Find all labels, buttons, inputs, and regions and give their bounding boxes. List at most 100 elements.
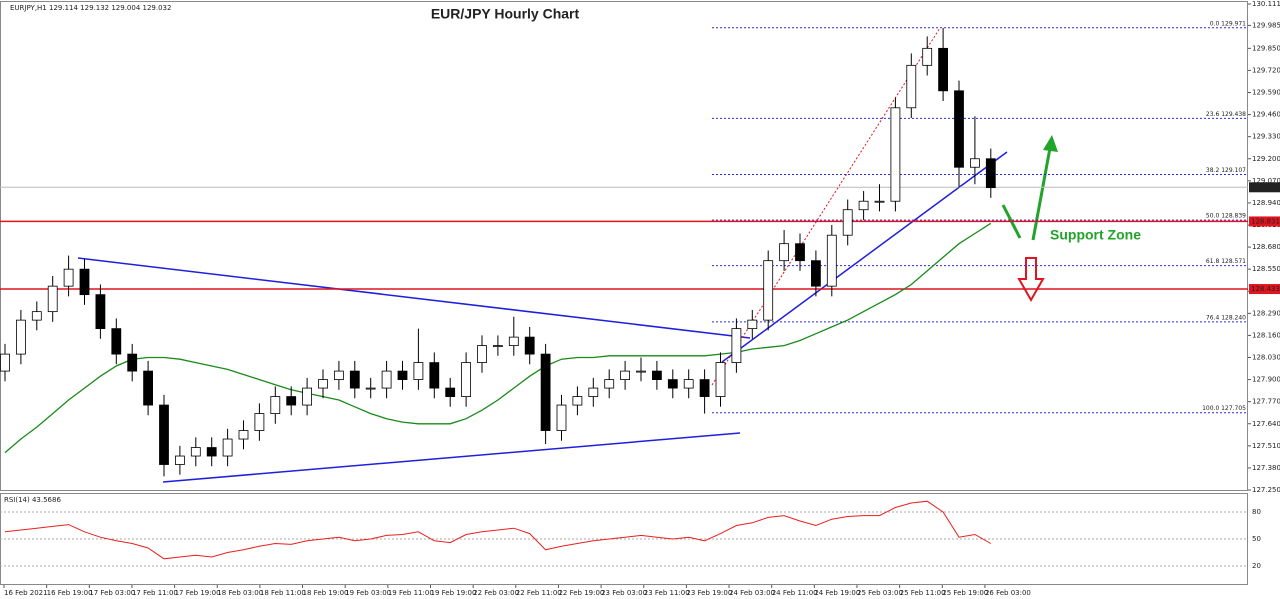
y-tick-label: 129.720	[1252, 66, 1280, 74]
y-tick-label: 128.940	[1252, 199, 1280, 207]
y-tick-label: 128.290	[1252, 309, 1280, 317]
fib-label: 0.0 129.971	[1210, 20, 1246, 27]
candle-body	[190, 447, 201, 457]
y-tick-label: 128.160	[1252, 331, 1280, 339]
price-badge	[1249, 284, 1280, 295]
candle-body	[652, 370, 662, 380]
candle-body	[874, 200, 885, 203]
candle-body	[333, 370, 344, 380]
y-tick-label: 129.330	[1252, 133, 1280, 141]
fib-label: 61.8 128.571	[1206, 258, 1246, 265]
candle-body	[811, 260, 821, 287]
moving-average	[4, 222, 992, 454]
candle-body	[365, 387, 376, 390]
x-tick-label: 23 Feb 19:00	[686, 589, 732, 597]
x-tick-label: 17 Feb 11:00	[132, 589, 178, 597]
candle-body	[842, 209, 853, 236]
candle-body	[206, 447, 217, 457]
candle-body	[572, 396, 583, 406]
candle-body	[795, 243, 805, 262]
candle-body	[413, 362, 424, 380]
candle-body	[970, 158, 980, 168]
x-tick-label: 24 Feb 19:00	[814, 589, 860, 597]
candle-body	[159, 404, 169, 465]
candle-body	[222, 438, 233, 457]
y-tick-label: 127.510	[1252, 442, 1280, 450]
x-tick-label: 24 Feb 11:00	[772, 589, 818, 597]
price-badge-label: 128.433	[1251, 285, 1280, 293]
candle-body	[588, 387, 599, 397]
x-tick-label: 16 Feb 19:00	[47, 589, 93, 597]
y-tick-label: 127.640	[1252, 420, 1280, 428]
y-tick-label: 129.850	[1252, 44, 1280, 52]
candle-body	[270, 396, 281, 414]
candle-body	[492, 345, 503, 348]
candle-body	[302, 387, 313, 406]
candle-body	[381, 370, 392, 389]
candle-body	[667, 379, 678, 389]
y-tick-label: 127.900	[1252, 376, 1280, 384]
candle-body	[858, 200, 869, 211]
candle-body	[477, 345, 487, 363]
candle-body	[238, 430, 249, 440]
x-tick-label: 18 Feb 19:00	[303, 589, 349, 597]
x-tick-label: 22 Feb 03:00	[473, 589, 519, 597]
x-tick-label: 26 Feb 03:00	[985, 589, 1031, 597]
candle-body	[985, 158, 996, 189]
x-tick-label: 19 Feb 11:00	[388, 589, 434, 597]
fib-label: 38.2 129.107	[1206, 167, 1246, 174]
y-tick-label: 127.770	[1252, 398, 1280, 406]
rsi-title: RSI(14) 43.5686	[4, 496, 61, 504]
candle-body	[747, 319, 758, 330]
candle-body	[763, 260, 774, 321]
y-tick-label: 129.985	[1252, 21, 1280, 29]
x-tick-label: 18 Feb 03:00	[217, 589, 263, 597]
candle-body	[318, 379, 328, 389]
x-tick-label: 22 Feb 11:00	[516, 589, 562, 597]
arrow-down	[1017, 257, 1045, 303]
candle-body	[174, 455, 185, 465]
x-tick-label: 23 Feb 03:00	[601, 589, 647, 597]
x-tick-label: 19 Feb 03:00	[345, 589, 391, 597]
rsi-line	[4, 500, 992, 560]
candle-body	[922, 47, 933, 66]
candle-body	[47, 285, 58, 313]
candle-body	[524, 336, 535, 355]
candle-body	[127, 353, 138, 372]
candle-body	[429, 362, 440, 389]
y-tick-label: 128.030	[1252, 354, 1280, 362]
candle-body	[715, 362, 726, 397]
candle-body	[286, 396, 297, 406]
x-tick-label: 16 Feb 2021	[4, 589, 48, 597]
candle-body	[63, 268, 74, 287]
x-tick-label: 25 Feb 03:00	[857, 589, 903, 597]
candle-body	[397, 370, 408, 380]
y-tick-label: 127.380	[1252, 464, 1280, 472]
rsi-tick-label: 50	[1252, 535, 1261, 543]
rsi-tick-label: 20	[1252, 562, 1261, 570]
fib-label: 76.4 128.240	[1206, 314, 1246, 321]
x-tick-label: 19 Feb 19:00	[431, 589, 477, 597]
candle-body	[540, 353, 551, 431]
candle-body	[111, 328, 122, 355]
candle-body	[826, 234, 837, 287]
trendline	[162, 432, 741, 483]
candle-body	[906, 64, 917, 109]
candle-body	[349, 370, 360, 389]
y-tick-label: 129.590	[1252, 89, 1280, 97]
x-tick-label: 18 Feb 11:00	[260, 589, 306, 597]
x-tick-label: 25 Feb 19:00	[942, 589, 988, 597]
x-tick-label: 22 Feb 19:00	[558, 589, 604, 597]
fib-label: 23.6 129.438	[1206, 111, 1246, 118]
y-tick-label: 127.250	[1252, 486, 1280, 494]
candle-body	[508, 336, 519, 347]
candle-body	[461, 362, 472, 397]
price-badge-label: 128.831	[1251, 217, 1280, 225]
candle-body	[620, 370, 630, 380]
candle-body	[143, 370, 154, 406]
y-tick-label: 128.550	[1252, 265, 1280, 273]
chart-title: EUR/JPY Hourly Chart	[431, 6, 580, 22]
y-tick-label: 129.460	[1252, 111, 1280, 119]
candle-body	[779, 243, 789, 262]
